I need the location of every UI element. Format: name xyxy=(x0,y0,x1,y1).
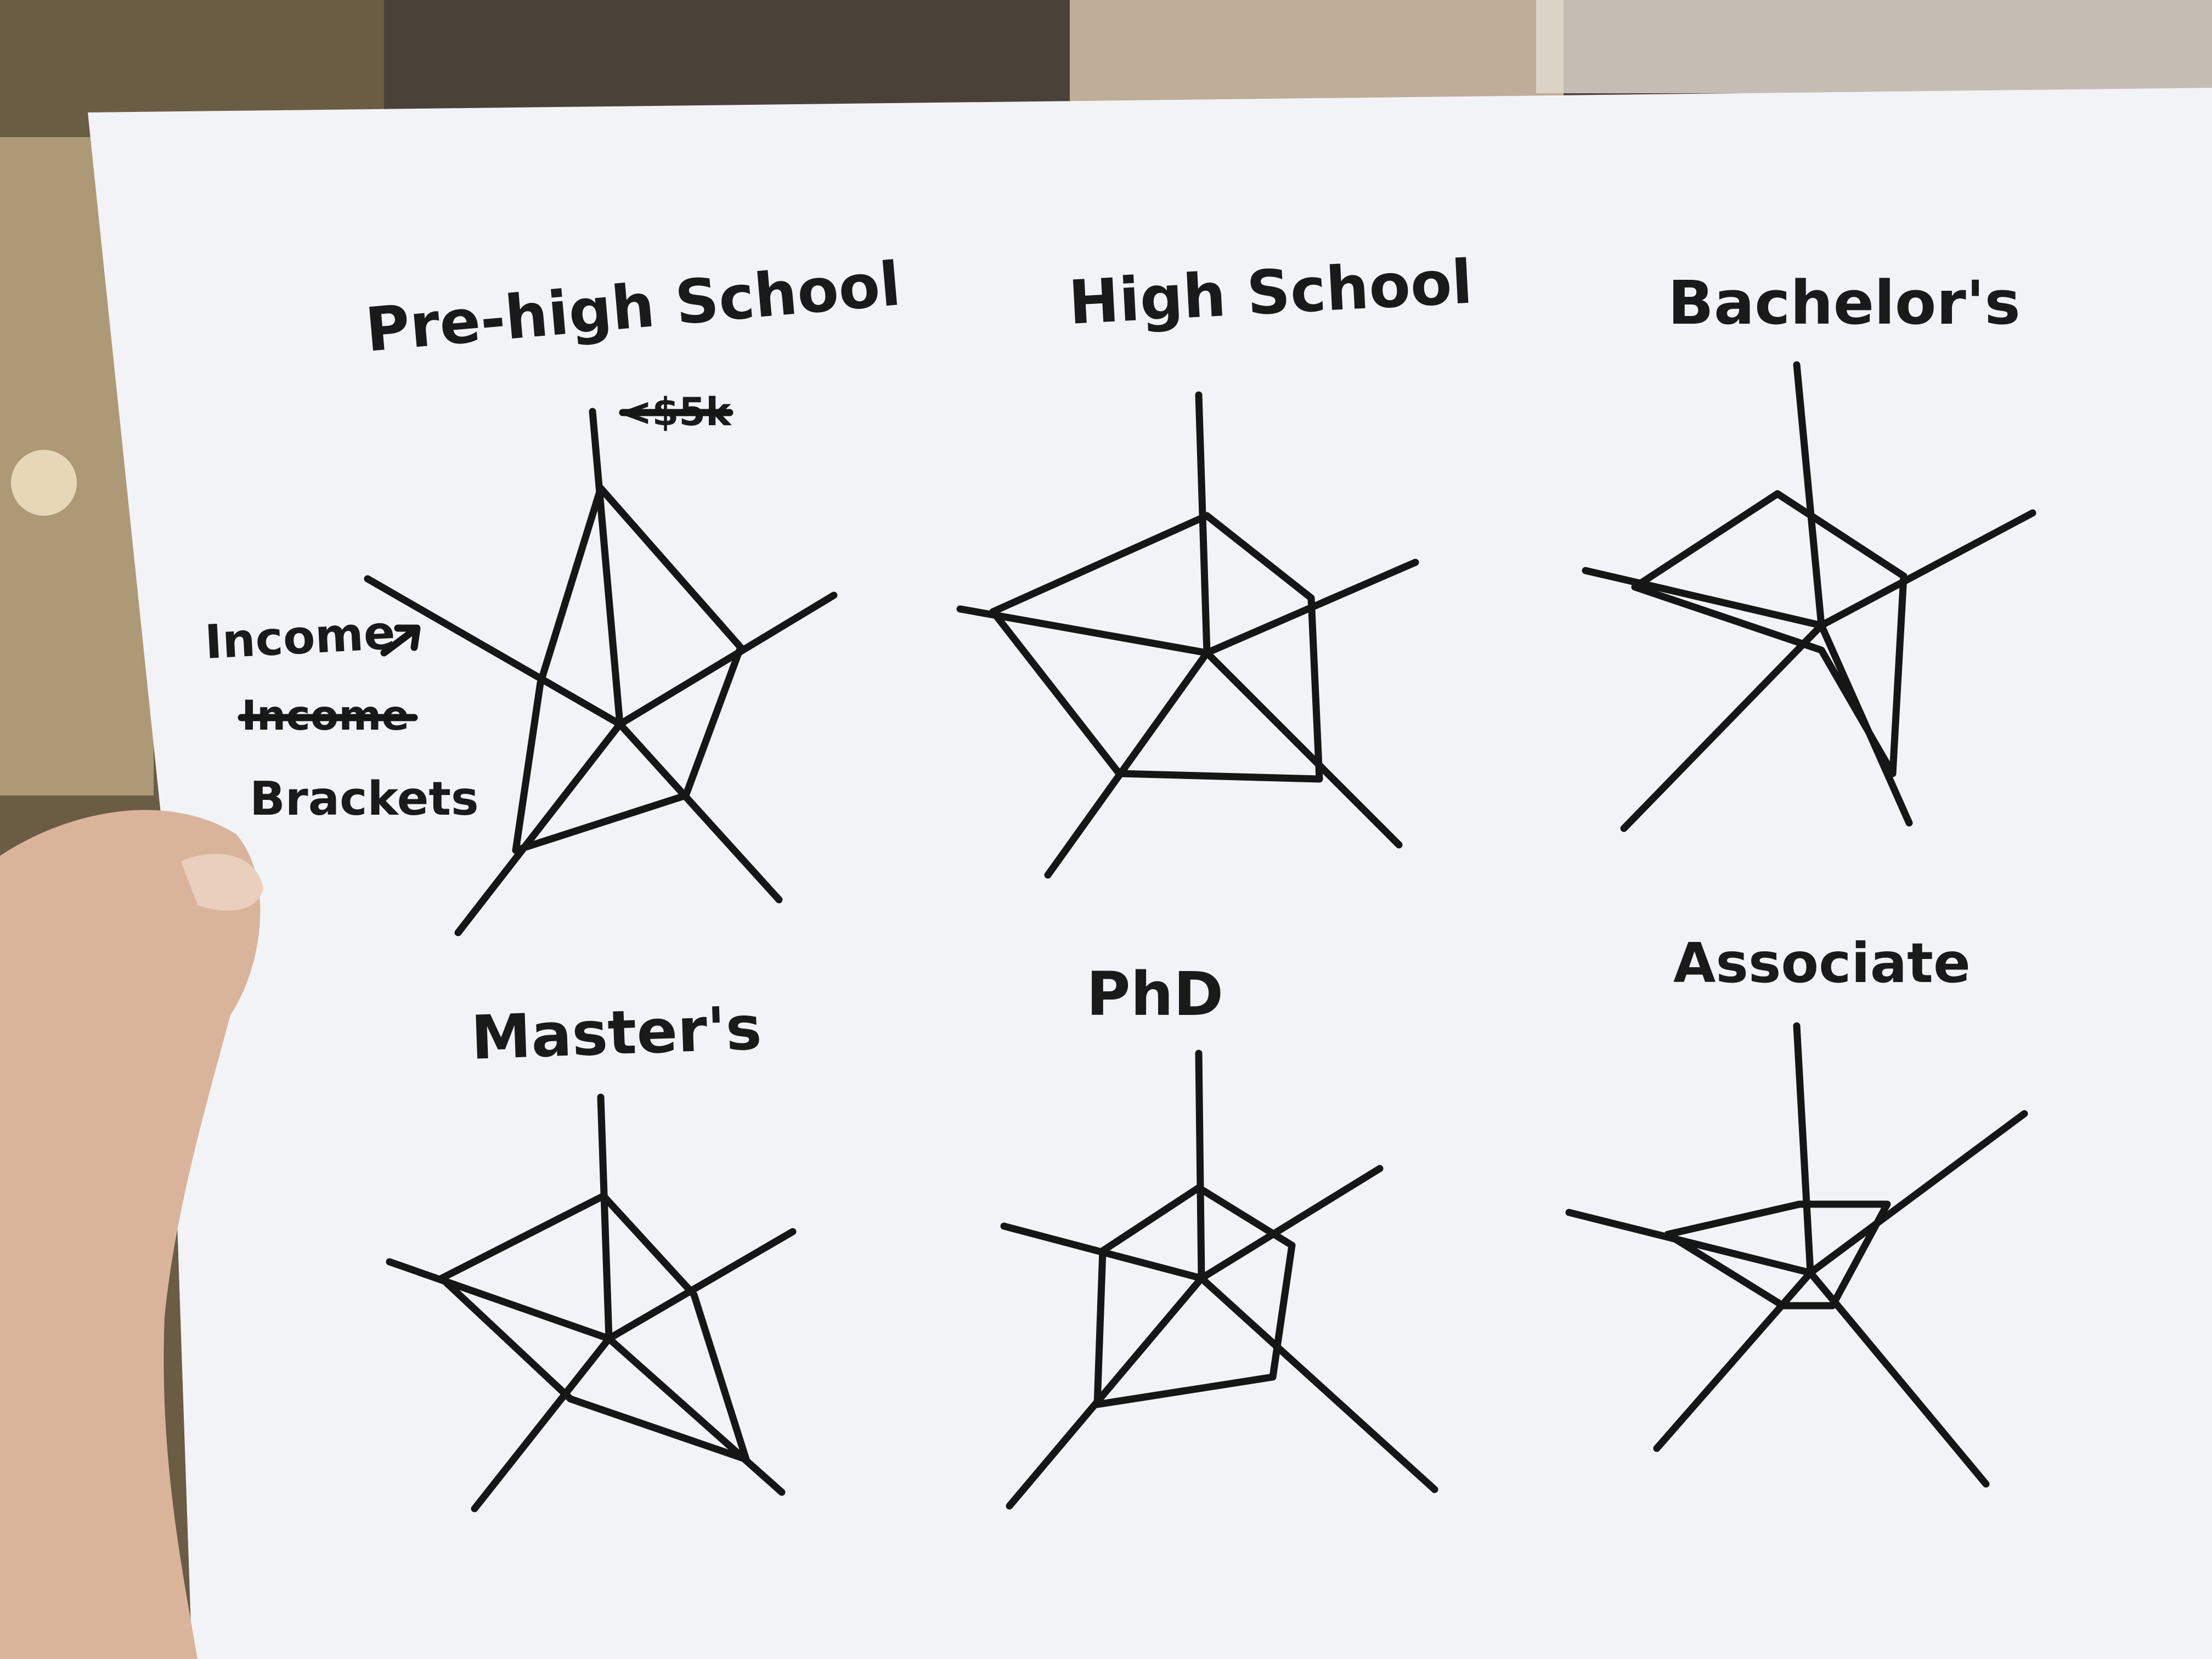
radar-axis-2 xyxy=(1198,1165,1384,1282)
radar-axis-4 xyxy=(1006,1274,1205,1510)
radar-axis-5 xyxy=(364,575,624,728)
radar-axis-5 xyxy=(956,605,1211,657)
radar-axis-4 xyxy=(471,1335,613,1513)
radar-sketch-1 xyxy=(364,408,838,936)
radar-axis-1 xyxy=(1793,361,1825,629)
radar-axis-3 xyxy=(605,1335,786,1496)
axis-annotations: <$5k Income Income Brackets xyxy=(204,390,733,826)
radar-shape xyxy=(989,512,1323,783)
radar-axis-3 xyxy=(616,720,783,904)
radar-axis-1 xyxy=(1195,1049,1205,1282)
title-bachelors: Bachelor's xyxy=(1668,268,2021,338)
radar-sketch-3 xyxy=(1582,361,2036,832)
radar-axis-4 xyxy=(1653,1269,1814,1452)
radar-shape xyxy=(1631,490,1908,777)
radar-axis-2 xyxy=(1818,509,2036,629)
title-masters: Master's xyxy=(470,993,763,1073)
left-axis-label-brackets: Brackets xyxy=(250,772,479,826)
radar-axis-3 xyxy=(1198,1274,1438,1493)
radar-axis-1 xyxy=(597,1093,613,1342)
radar-shape xyxy=(1664,1200,1891,1310)
radar-sketches xyxy=(364,361,2036,1513)
radar-shape xyxy=(512,484,744,854)
arrow-icon xyxy=(380,624,421,657)
radar-axis-4 xyxy=(1044,649,1211,879)
radar-axis-3 xyxy=(1203,649,1403,849)
radar-axis-1 xyxy=(1195,391,1211,657)
radar-axis-2 xyxy=(605,1228,797,1342)
left-axis-label-income: Income xyxy=(204,606,397,670)
radar-axis-1 xyxy=(1793,1022,1814,1277)
radar-axis-4 xyxy=(454,720,624,936)
radar-axis-5 xyxy=(1565,1209,1814,1277)
radar-axis-4 xyxy=(1620,622,1825,832)
radar-shape xyxy=(438,1192,750,1463)
paper-sheet xyxy=(88,88,2212,1659)
title-phd: PhD xyxy=(1086,959,1223,1029)
radar-sketch-6 xyxy=(1565,1022,2028,1488)
radar-axis-2 xyxy=(616,591,838,728)
radar-axis-5 xyxy=(386,1258,613,1342)
hand xyxy=(0,810,263,1659)
radar-sketch-4 xyxy=(386,1093,797,1513)
radar-sketch-2 xyxy=(956,391,1419,879)
radar-shape xyxy=(1093,1184,1296,1408)
radar-axis-2 xyxy=(1807,1110,2028,1277)
radar-axis-1 xyxy=(589,408,624,728)
title-associate: Associate xyxy=(1673,931,1971,995)
radar-axis-5 xyxy=(1582,567,1825,629)
radar-sketch-5 xyxy=(1000,1049,1438,1510)
radar-axis-3 xyxy=(1807,1269,1990,1488)
